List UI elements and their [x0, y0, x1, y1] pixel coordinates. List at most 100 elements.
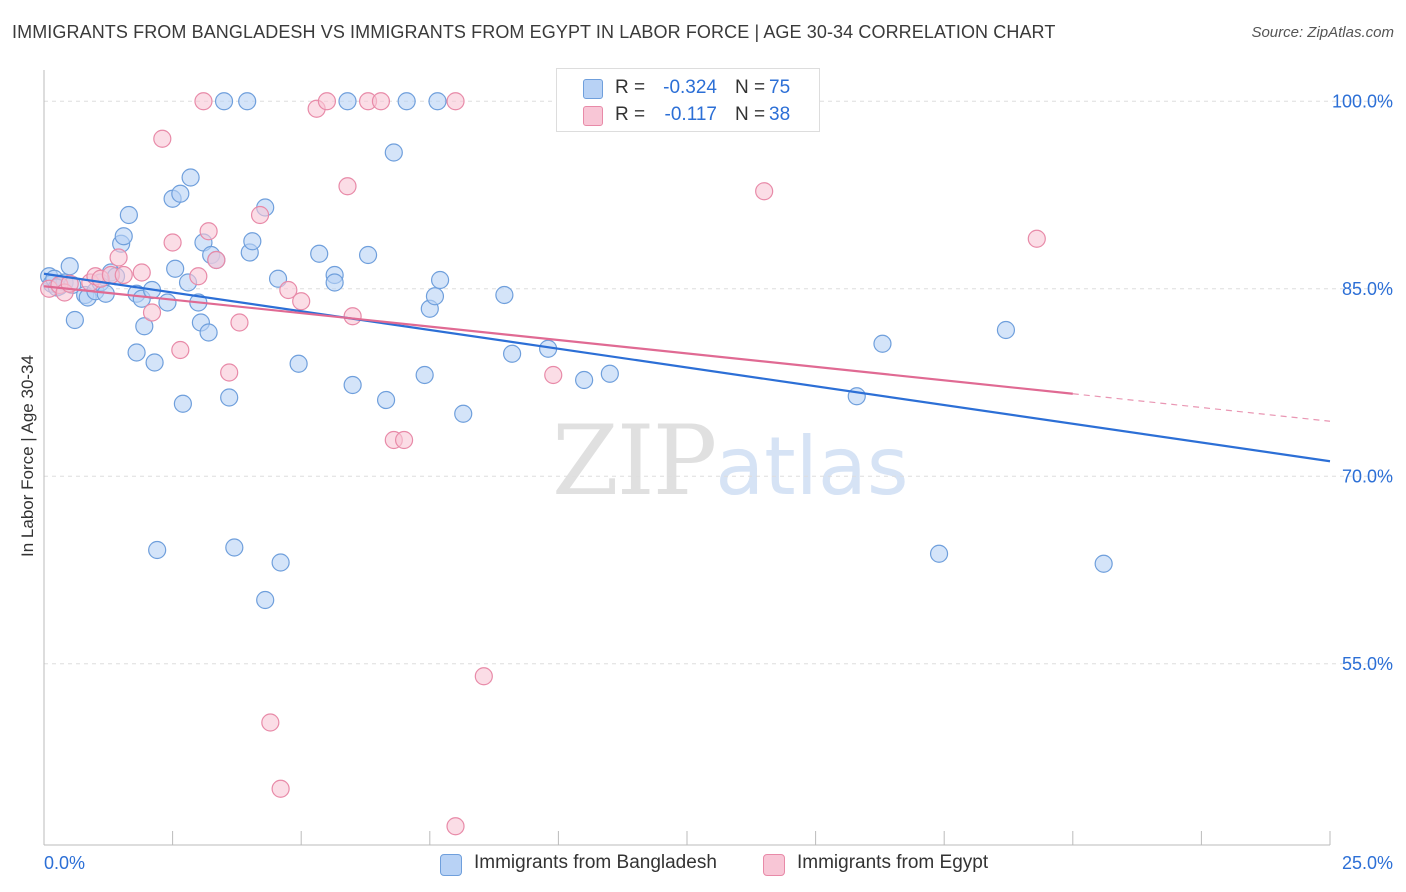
- data-point-bangladesh: [268, 269, 288, 288]
- data-point-egypt: [142, 303, 162, 322]
- data-point-egypt: [189, 267, 208, 286]
- data-point-bangladesh: [145, 353, 164, 372]
- data-point-bangladesh: [454, 404, 473, 423]
- data-point-egypt: [279, 280, 298, 300]
- data-point-egypt: [338, 177, 357, 196]
- watermark: ZIPatlas: [552, 405, 909, 517]
- data-point-egypt: [446, 92, 465, 111]
- data-point-egypt: [544, 365, 563, 385]
- data-point-bangladesh: [60, 257, 79, 276]
- data-point-egypt: [1027, 229, 1046, 248]
- watermark-zip: ZIP: [552, 405, 717, 517]
- data-point-bangladesh: [503, 344, 522, 363]
- legend-r-label: R =: [615, 77, 646, 98]
- data-point-bangladesh: [376, 390, 396, 410]
- data-point-bangladesh: [271, 553, 290, 572]
- trend-line-bangladesh: [43, 272, 1331, 463]
- data-point-egypt: [109, 248, 128, 267]
- data-point-bangladesh: [148, 540, 167, 560]
- data-point-bangladesh: [289, 354, 308, 373]
- legend-swatch-bangladesh: [583, 79, 603, 99]
- legend-n-value: 75: [769, 77, 791, 98]
- data-point-egypt: [199, 222, 218, 241]
- y-tick-label: 70.0%: [1342, 466, 1393, 486]
- grid-lines: [44, 100, 1394, 665]
- data-point-bangladesh: [310, 244, 329, 263]
- trend-line-egypt: [43, 285, 1073, 395]
- data-point-egypt: [114, 265, 133, 285]
- series-label-bangladesh: Immigrants from Bangladesh: [474, 852, 717, 873]
- data-point-egypt: [163, 233, 182, 252]
- data-point-bangladesh: [65, 310, 84, 330]
- source-label: Source: ZipAtlas.com: [1251, 24, 1394, 41]
- series-swatch-egypt: [763, 854, 785, 876]
- data-point-bangladesh: [181, 168, 200, 187]
- data-point-bangladesh: [575, 370, 594, 390]
- data-point-bangladesh: [225, 538, 244, 557]
- series-label-egypt: Immigrants from Egypt: [797, 852, 989, 873]
- data-point-bangladesh: [384, 143, 403, 162]
- data-point-egypt: [261, 713, 280, 732]
- watermark-atlas: atlas: [715, 420, 909, 513]
- data-point-bangladesh: [428, 92, 447, 111]
- data-point-egypt: [207, 250, 226, 270]
- data-point-egypt: [474, 667, 493, 686]
- y-axis-label: In Labor Force | Age 30-34: [18, 355, 37, 557]
- data-point-egypt: [755, 182, 774, 201]
- data-point-bangladesh: [430, 270, 450, 290]
- legend-r-value: -0.117: [664, 104, 717, 125]
- data-point-egypt: [220, 363, 239, 382]
- data-point-bangladesh: [873, 334, 892, 353]
- y-tick-label: 55.0%: [1342, 654, 1393, 674]
- axes: [43, 70, 1331, 846]
- data-point-egypt: [194, 92, 213, 111]
- data-point-bangladesh: [220, 388, 239, 407]
- data-point-bangladesh: [127, 343, 146, 362]
- data-point-egypt: [132, 263, 151, 282]
- data-point-bangladesh: [338, 92, 357, 111]
- data-point-bangladesh: [199, 323, 218, 342]
- x-tick-label: 0.0%: [44, 853, 85, 873]
- data-point-bangladesh: [600, 364, 619, 383]
- data-point-egypt: [250, 205, 270, 225]
- data-point-egypt: [446, 817, 465, 836]
- data-point-bangladesh: [256, 590, 275, 610]
- data-point-egypt: [292, 292, 311, 311]
- data-point-bangladesh: [119, 205, 138, 225]
- legend-r-value: -0.324: [663, 77, 717, 98]
- data-point-bangladesh: [158, 293, 177, 312]
- legend-n-value: 38: [769, 104, 791, 125]
- data-point-bangladesh: [238, 92, 257, 111]
- legend-row-bangladesh: R = -0.324 N = 75: [557, 75, 819, 101]
- data-point-bangladesh: [114, 227, 133, 246]
- data-point-bangladesh: [929, 544, 949, 563]
- data-point-egypt: [171, 340, 190, 360]
- data-point-egypt: [230, 313, 249, 332]
- trend-line-extension-egypt: [1072, 393, 1331, 422]
- data-point-egypt: [317, 92, 337, 111]
- trend-lines: [43, 272, 1331, 463]
- legend-row-egypt: R = -0.117 N = 38: [557, 102, 819, 128]
- data-point-bangladesh: [996, 320, 1016, 340]
- legend-n-label: N =: [735, 104, 766, 125]
- data-point-bangladesh: [343, 375, 362, 395]
- data-point-bangladesh: [173, 394, 192, 413]
- tick-labels: 100.0% 85.0% 70.0% 55.0% 0.0% 25.0%: [44, 91, 1393, 873]
- legend-swatch-egypt: [583, 106, 603, 126]
- data-point-bangladesh: [166, 259, 185, 278]
- legend-n-label: N =: [735, 77, 766, 98]
- data-point-bangladesh: [415, 365, 434, 385]
- data-point-bangladesh: [425, 287, 445, 306]
- data-point-egypt: [343, 307, 362, 326]
- data-point-bangladesh: [171, 184, 190, 203]
- series-legend: Immigrants from Bangladesh Immigrants fr…: [0, 850, 1406, 878]
- data-point-bangladesh: [495, 285, 514, 305]
- data-point-bangladesh: [325, 273, 344, 292]
- data-point-bangladesh: [1094, 554, 1113, 573]
- y-tick-label: 85.0%: [1342, 279, 1393, 299]
- data-point-bangladesh: [135, 317, 154, 336]
- data-point-egypt: [153, 129, 172, 148]
- legend-r-label: R =: [615, 104, 646, 125]
- data-point-egypt: [271, 779, 290, 798]
- chart-title: IMMIGRANTS FROM BANGLADESH VS IMMIGRANTS…: [12, 22, 1056, 42]
